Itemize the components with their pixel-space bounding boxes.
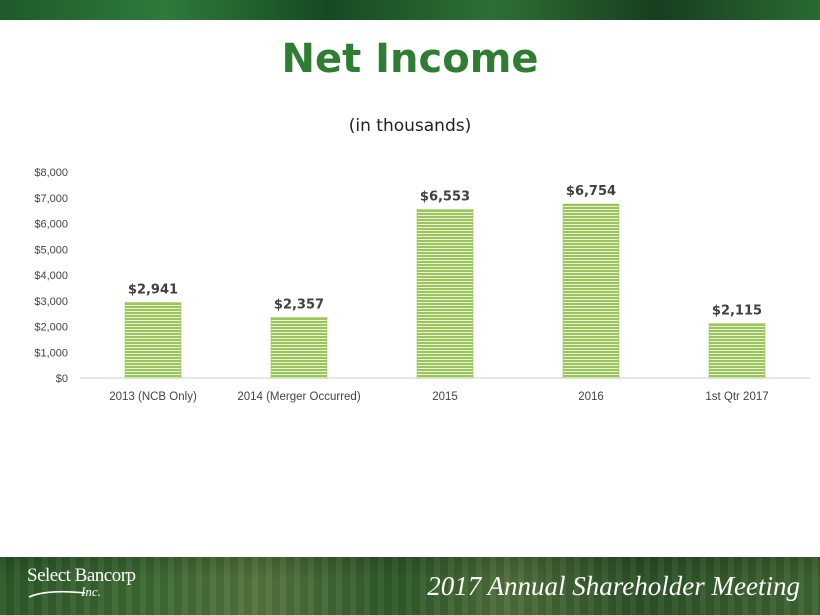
x-tick-label: 2016 bbox=[578, 391, 604, 403]
top-banner bbox=[0, 0, 820, 20]
page-title: Net Income bbox=[281, 36, 539, 82]
data-label: $2,115 bbox=[712, 304, 762, 319]
net-income-bar-chart: $0 $1,000 $2,000 $3,000 $4,000 $5,000 $6,000 $7… bbox=[34, 167, 810, 403]
logo-subtext: Inc. bbox=[81, 584, 101, 599]
x-tick-label: 2014 (Merger Occurred) bbox=[237, 391, 361, 403]
logo-swoosh-icon bbox=[28, 590, 86, 598]
company-logo: Select Bancorp Inc. bbox=[27, 565, 136, 599]
bar bbox=[562, 203, 620, 379]
y-tick-label: $6,000 bbox=[34, 219, 68, 231]
x-tick-label: 1st Qtr 2017 bbox=[705, 391, 768, 403]
y-tick-label: $5,000 bbox=[34, 244, 68, 256]
chart-subtitle: (in thousands) bbox=[348, 116, 472, 136]
x-axis-ticks: 2013 (NCB Only) 2014 (Merger Occurred) 201… bbox=[109, 391, 768, 403]
y-tick-label: $3,000 bbox=[34, 296, 68, 308]
bar bbox=[416, 209, 474, 379]
data-label: $6,553 bbox=[420, 189, 470, 204]
data-label: $6,754 bbox=[566, 184, 616, 199]
y-tick-label: $1,000 bbox=[34, 347, 68, 359]
y-tick-label: $2,000 bbox=[34, 322, 68, 334]
bars bbox=[124, 203, 766, 379]
y-tick-label: $4,000 bbox=[34, 270, 68, 282]
footer-texture bbox=[0, 557, 820, 615]
x-tick-label: 2013 (NCB Only) bbox=[109, 391, 197, 403]
data-label: $2,941 bbox=[128, 282, 178, 297]
y-tick-label: $8,000 bbox=[34, 167, 68, 179]
meeting-title: 2017 Annual Shareholder Meeting bbox=[427, 571, 800, 601]
data-label: $2,357 bbox=[274, 297, 324, 312]
bar bbox=[708, 323, 766, 379]
bar bbox=[124, 302, 182, 379]
footer-banner: Select Bancorp Inc. 2017 Annual Sharehol… bbox=[0, 557, 820, 615]
bar bbox=[270, 317, 328, 379]
data-labels: $2,941 $2,357 $6,553 $6,754 $2,115 bbox=[128, 184, 762, 318]
y-axis: $0 $1,000 $2,000 $3,000 $4,000 $5,000 $6,000 $7… bbox=[34, 167, 68, 385]
logo-wordmark: Select Bancorp bbox=[27, 565, 136, 586]
x-tick-label: 2015 bbox=[432, 391, 458, 403]
y-tick-label: $7,000 bbox=[34, 193, 68, 205]
y-tick-label: $0 bbox=[56, 373, 68, 385]
